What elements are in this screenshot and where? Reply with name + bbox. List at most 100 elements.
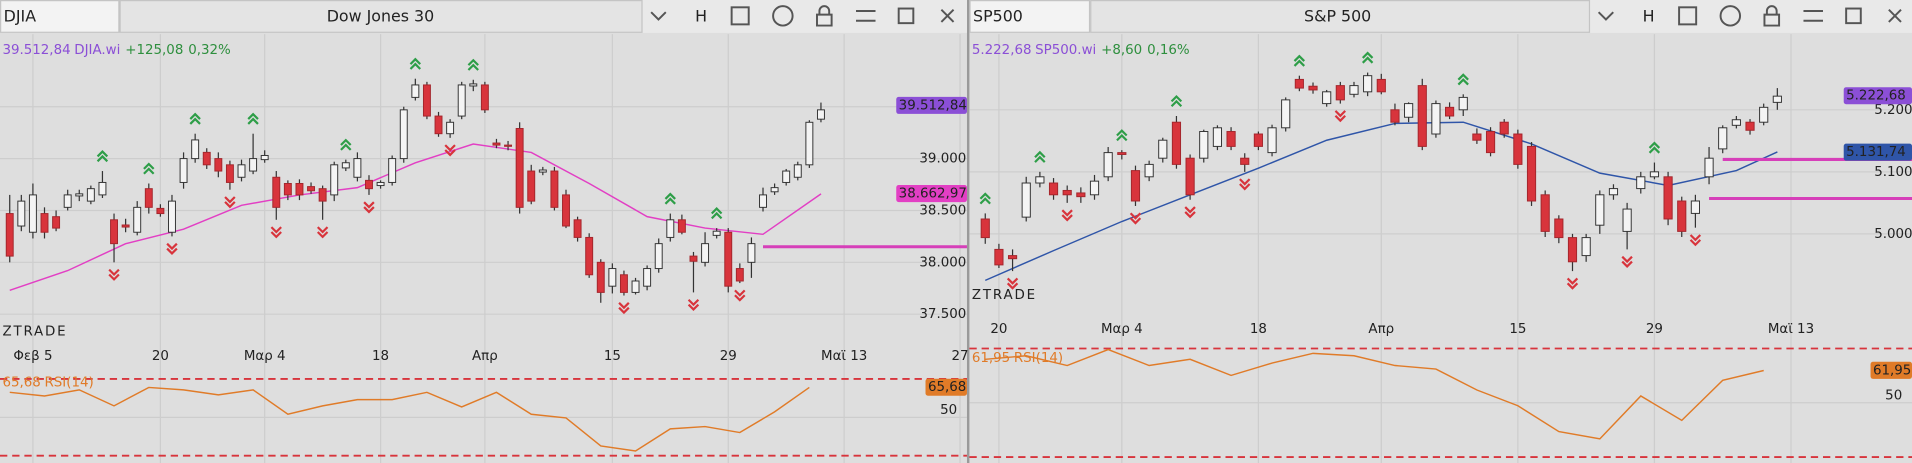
last-price-box xyxy=(896,96,967,114)
candle-body xyxy=(168,200,176,233)
candle-body xyxy=(631,280,640,293)
quote-line: 39.512,84 DJIA.wi +125,08 0,32% xyxy=(2,43,230,58)
candle-body xyxy=(249,158,258,172)
candle-body xyxy=(17,200,26,227)
candle-body xyxy=(1636,176,1646,190)
y-tick-label: 5.000 xyxy=(1874,227,1912,242)
buy-signal xyxy=(1293,54,1306,67)
candle-body xyxy=(573,219,582,238)
quote-symbol: DJIA.wi xyxy=(74,43,120,58)
y-tick-label: 39.000 xyxy=(919,152,966,167)
maximize-button[interactable] xyxy=(897,7,915,25)
sell-signal xyxy=(444,144,456,157)
candle-body xyxy=(689,255,698,262)
close-button[interactable] xyxy=(940,9,955,23)
x-tick-label: Μαϊ 13 xyxy=(1768,322,1814,337)
candle-body xyxy=(1390,109,1400,123)
candle-body xyxy=(1294,78,1304,89)
maximize-button[interactable] xyxy=(1845,7,1862,25)
window-button[interactable] xyxy=(1678,6,1698,26)
rsi-line xyxy=(985,348,1764,440)
quote-button[interactable] xyxy=(1719,5,1742,27)
candle-body xyxy=(1253,133,1263,147)
h-button[interactable]: H xyxy=(1643,7,1655,26)
dropdown-button[interactable] xyxy=(650,11,667,21)
candle-body xyxy=(98,181,107,196)
candle-body xyxy=(1089,180,1100,196)
x-tick-label: Μαϊ 13 xyxy=(821,349,867,364)
candle-body xyxy=(1349,85,1359,95)
candle-body xyxy=(365,179,373,190)
candle-body xyxy=(237,164,246,178)
rsi-legend: 61,95 RSI(14) xyxy=(972,351,1063,366)
candle-body xyxy=(1677,200,1687,232)
title-field[interactable] xyxy=(1090,0,1591,33)
candle-body xyxy=(1772,95,1782,103)
candle-body xyxy=(341,162,350,169)
lock-button[interactable] xyxy=(816,5,833,27)
candle-body xyxy=(492,142,501,146)
rsi-value-label: 65,68 xyxy=(928,380,966,395)
candle-body xyxy=(1759,106,1769,123)
x-tick-label: Μαρ 4 xyxy=(1101,322,1143,337)
buy-signal xyxy=(340,138,352,151)
candle-body xyxy=(759,194,767,208)
quote-change: +125,08 xyxy=(125,43,183,58)
chart-title: Dow Jones 30 xyxy=(327,7,434,26)
candle-body xyxy=(747,243,756,263)
quote-button[interactable] xyxy=(772,5,794,27)
candle-body xyxy=(994,248,1004,266)
h-button[interactable]: H xyxy=(695,7,707,26)
symbol-tab-label[interactable]: SP500 xyxy=(973,7,1023,26)
candle-body xyxy=(1144,163,1154,178)
candle-body xyxy=(457,84,466,117)
candle-body xyxy=(1281,99,1291,129)
lock-button[interactable] xyxy=(1763,5,1781,27)
title-field[interactable] xyxy=(119,0,643,33)
candle-body xyxy=(1472,133,1482,141)
x-tick-label: 27 xyxy=(951,349,968,364)
candle-body xyxy=(376,181,385,187)
candle-body xyxy=(1035,176,1045,184)
quote-price: 39.512,84 xyxy=(2,43,70,58)
menu-button[interactable] xyxy=(1803,9,1823,22)
close-button[interactable] xyxy=(1888,9,1902,23)
candle-body xyxy=(724,231,733,287)
candle-body xyxy=(1171,121,1182,165)
buy-signal xyxy=(1648,141,1661,154)
candle-body xyxy=(446,121,455,135)
candle-body xyxy=(318,188,327,202)
rsi-value: 61,95 xyxy=(972,351,1010,366)
menu-button[interactable] xyxy=(856,9,876,22)
candle-body xyxy=(1212,127,1223,147)
quote-change: +8,60 xyxy=(1101,43,1142,58)
candle-body xyxy=(1117,152,1127,155)
candle-body xyxy=(1103,152,1113,178)
candle-body xyxy=(1513,133,1523,165)
candle-body xyxy=(793,164,802,178)
window-button[interactable] xyxy=(730,6,750,26)
x-tick-label: 20 xyxy=(990,322,1007,337)
buy-signal xyxy=(247,112,259,125)
dropdown-button[interactable] xyxy=(1597,11,1614,21)
y-tick-label: 5.200 xyxy=(1874,103,1912,118)
x-tick-label: 29 xyxy=(720,349,737,364)
sell-signal xyxy=(316,226,329,239)
y-tick-label: 38.000 xyxy=(919,255,966,270)
buy-signal xyxy=(979,192,991,205)
candle-body xyxy=(283,183,292,196)
x-tick-label: 15 xyxy=(604,349,621,364)
candle-body xyxy=(1021,182,1031,218)
symbol-tab[interactable] xyxy=(969,0,1091,33)
panel-divider xyxy=(966,0,970,463)
ma-value-label: 5.131,74 xyxy=(1846,145,1906,160)
candle-body xyxy=(1158,139,1168,159)
symbol-tab[interactable] xyxy=(0,0,120,33)
symbol-tab-label[interactable]: DJIA xyxy=(4,7,37,26)
candle-body xyxy=(5,213,14,257)
candle-body xyxy=(608,268,617,287)
buy-signal xyxy=(1361,51,1374,64)
ma-value-box xyxy=(1843,143,1912,161)
